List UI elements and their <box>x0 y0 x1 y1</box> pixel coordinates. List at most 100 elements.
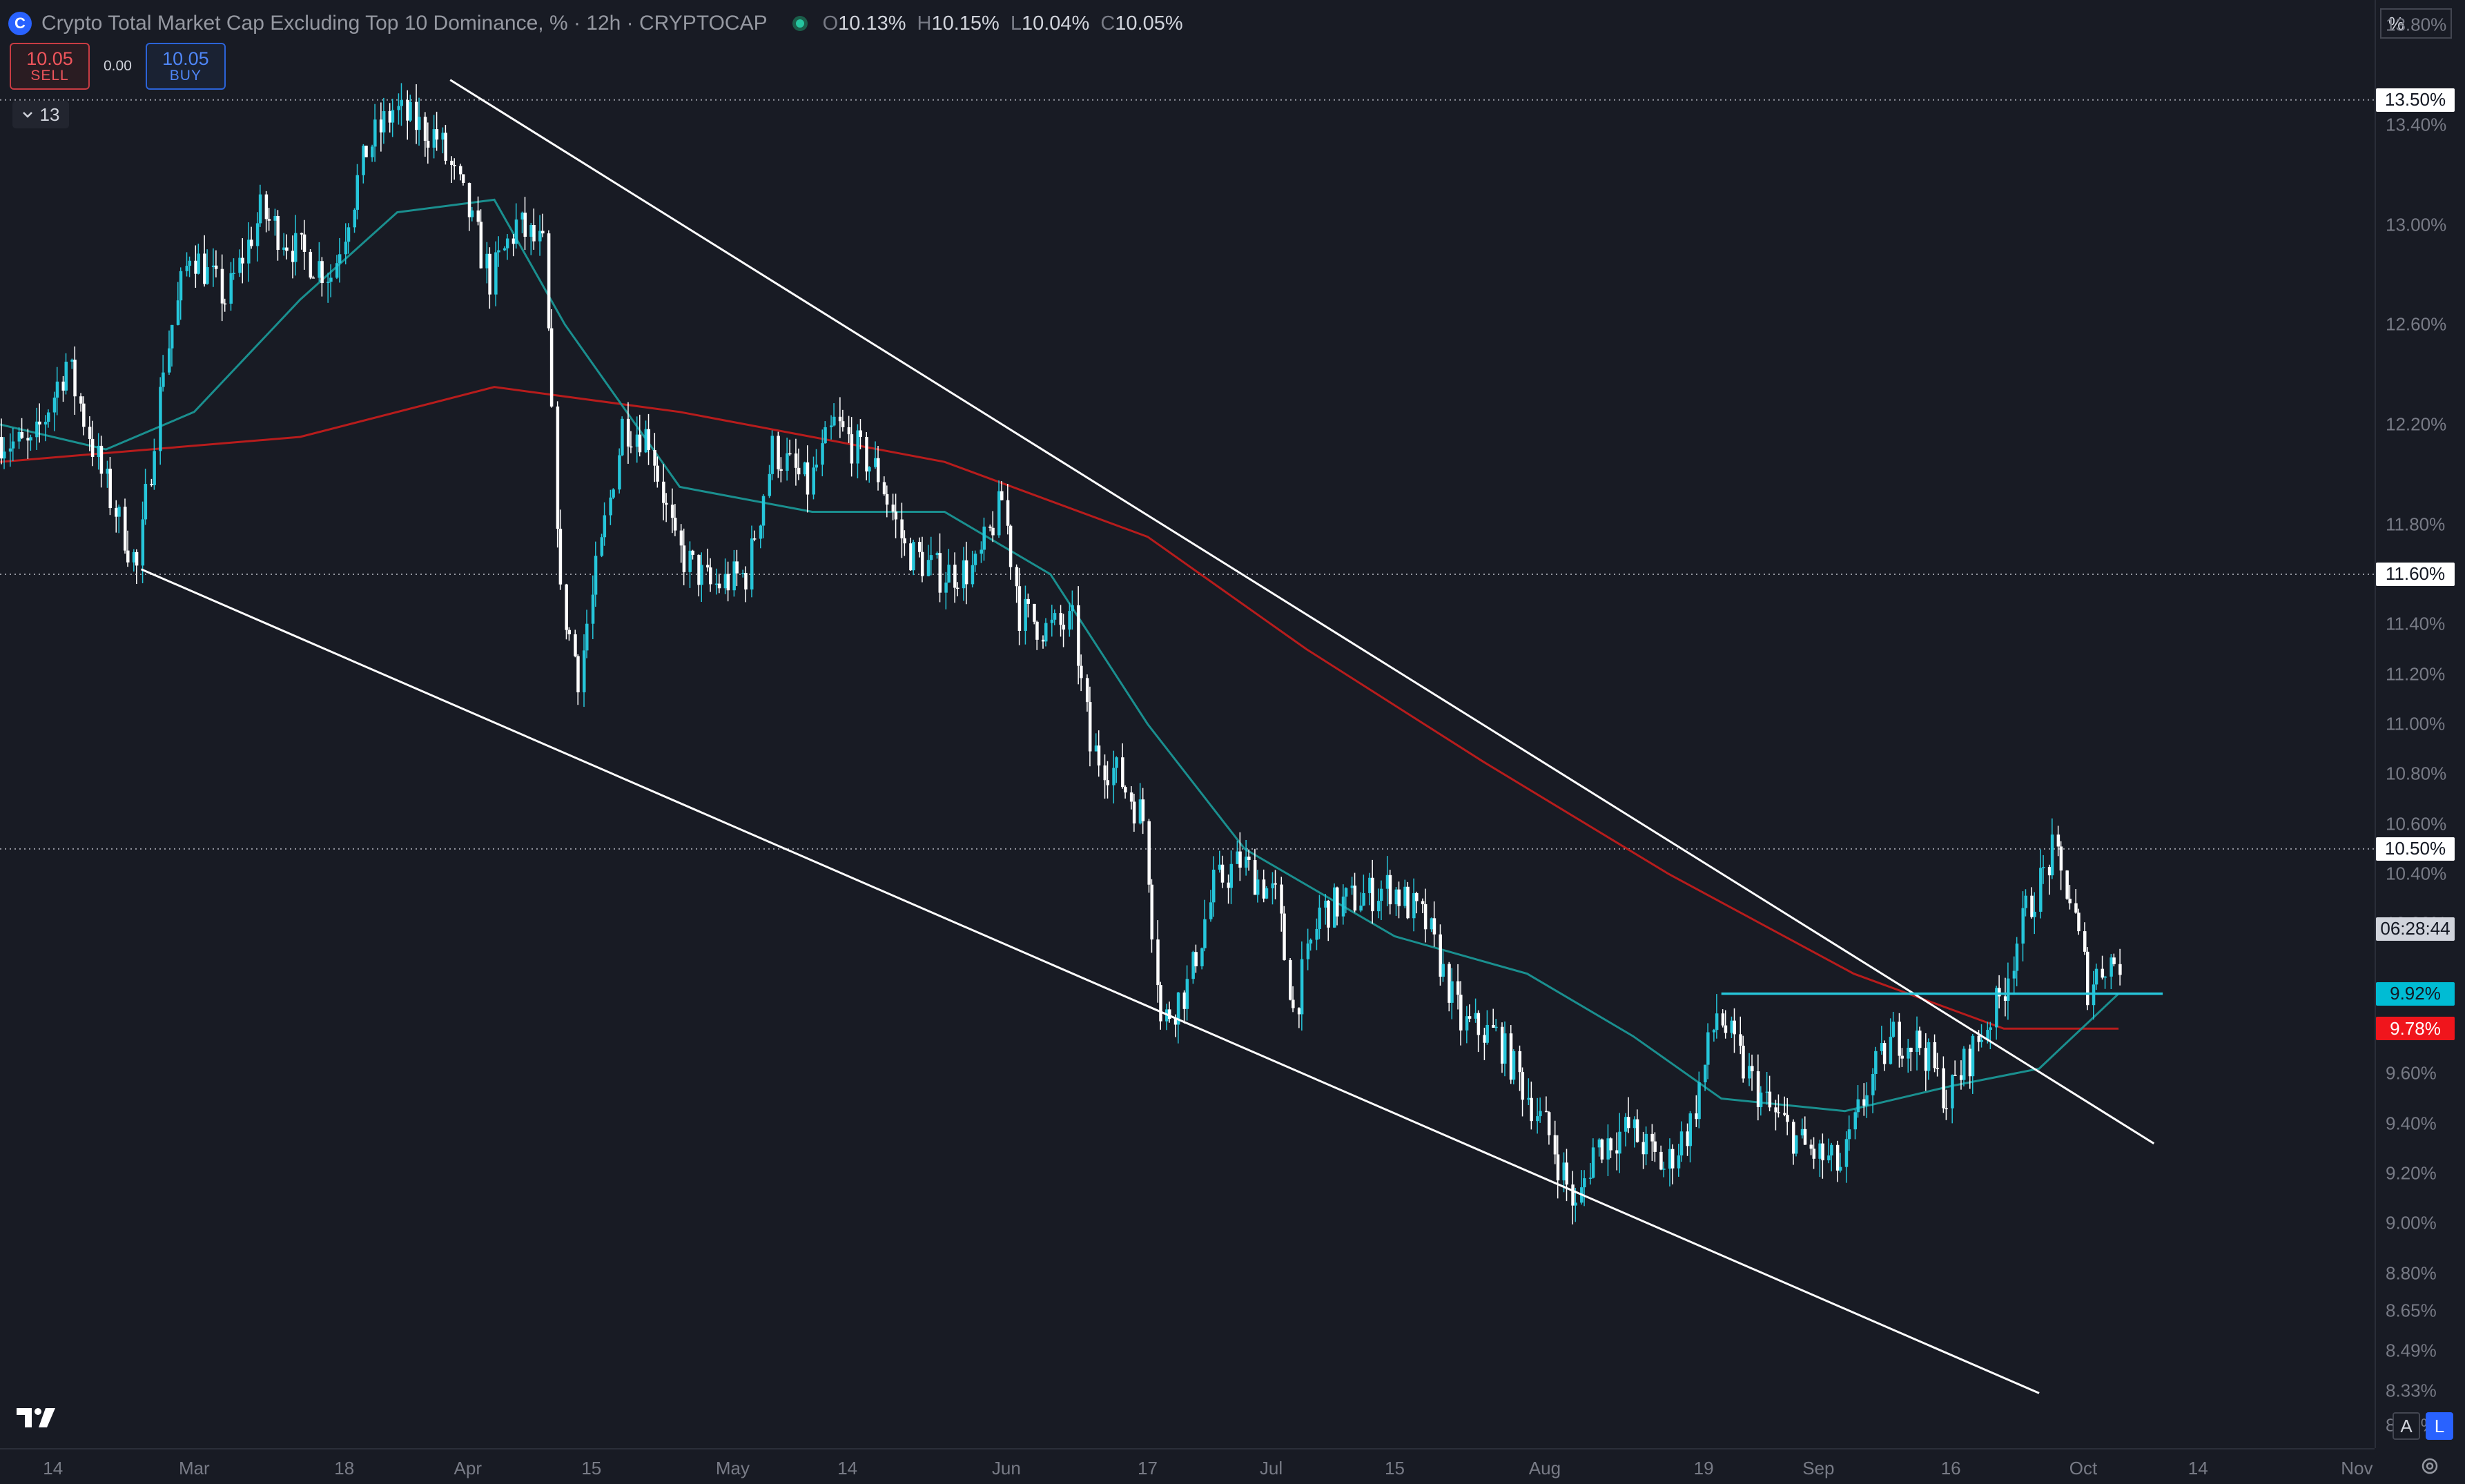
candle-body <box>229 273 233 304</box>
candle-body <box>1265 888 1269 899</box>
candle-body <box>726 574 730 591</box>
candle-body <box>1106 780 1110 785</box>
candle-body <box>432 129 436 148</box>
candle-body <box>1662 1169 1666 1170</box>
candle-body <box>574 634 577 656</box>
candle-body <box>1080 665 1083 678</box>
candle-body <box>2056 834 2060 847</box>
candle-body <box>1385 875 1390 889</box>
candle-body <box>1432 918 1436 935</box>
candle-body <box>1173 1019 1178 1025</box>
candle-body <box>52 398 57 413</box>
candle-body <box>2047 867 2052 876</box>
buy-button[interactable]: 10.05 BUY <box>145 43 226 90</box>
candle-body <box>88 427 92 439</box>
ma-slow-line <box>0 386 2119 1030</box>
candle-body <box>406 99 409 121</box>
candle-body <box>1968 1048 1972 1077</box>
candle-body <box>176 300 180 325</box>
candle-body <box>250 240 253 246</box>
candle-body <box>1739 1034 1742 1046</box>
candle-body <box>1406 886 1410 919</box>
price-chart[interactable] <box>0 0 2375 1448</box>
candle-body <box>1748 1066 1751 1079</box>
candle-body <box>1679 1131 1684 1155</box>
candle-body <box>1450 981 1454 1003</box>
price-label-level-3: 10.50% <box>2376 837 2455 861</box>
auto-scale-button[interactable]: A <box>2393 1412 2420 1440</box>
candle-body <box>1783 1113 1786 1115</box>
candle-body <box>847 427 851 435</box>
sell-price: 10.05 <box>26 48 73 69</box>
candle-body <box>618 455 621 490</box>
candle-body <box>17 431 21 442</box>
candle-body <box>232 273 235 274</box>
candle-body <box>450 160 454 166</box>
candle-body <box>1465 1016 1469 1031</box>
indicators-toggle-button[interactable]: 13 <box>12 101 69 128</box>
candle-body <box>1247 857 1251 860</box>
candle-body <box>1998 988 2001 997</box>
log-scale-button[interactable]: L <box>2426 1412 2453 1440</box>
price-tick-label: 12.60% <box>2386 313 2447 335</box>
candle-body <box>591 594 595 624</box>
candle-body <box>1112 768 1115 785</box>
candle-body <box>794 453 798 468</box>
trade-panel: 10.05 SELL 0.00 10.05 BUY <box>10 43 226 90</box>
ma-fast-line <box>0 198 2120 1113</box>
candle-body <box>1218 864 1222 870</box>
candle-body <box>1227 882 1231 888</box>
time-axis[interactable] <box>0 1448 2375 1484</box>
candle-body <box>609 497 612 516</box>
candle-body <box>1927 1042 1931 1071</box>
candle-body <box>415 101 418 130</box>
candle-body <box>353 209 357 228</box>
candle-body <box>1388 875 1392 905</box>
candle-body <box>1697 1082 1701 1120</box>
candle-body <box>1421 901 1425 904</box>
candle-body <box>830 425 833 427</box>
candle-body <box>300 233 304 235</box>
sell-button[interactable]: 10.05 SELL <box>10 43 90 90</box>
candle-body <box>26 438 30 441</box>
candle-body <box>600 537 604 556</box>
candle-body <box>1191 952 1195 979</box>
candle-body <box>276 215 280 251</box>
candle-body <box>761 496 766 526</box>
price-tick-label: 9.00% <box>2386 1212 2437 1233</box>
gear-icon[interactable] <box>2416 1452 2444 1480</box>
candle-body <box>309 251 313 278</box>
candle-body <box>144 484 148 520</box>
candle-body <box>673 518 677 531</box>
candle-body <box>38 421 41 424</box>
candle-body <box>1176 992 1180 1025</box>
candle-body <box>2083 931 2087 952</box>
market-status-icon[interactable] <box>792 16 808 31</box>
candle-body <box>2103 976 2107 978</box>
candle-body <box>1309 939 1313 944</box>
symbol-title[interactable]: Crypto Total Market Cap Excluding Top 10… <box>41 12 768 35</box>
candle-body <box>1618 1131 1621 1154</box>
candle-body <box>273 215 277 221</box>
candle-body <box>1659 1151 1663 1170</box>
candle-body <box>388 111 392 123</box>
candle-body <box>1503 1033 1507 1064</box>
ohlc-close: 10.05% <box>1115 12 1183 35</box>
candle-body <box>1945 1108 1948 1110</box>
candle-body <box>1211 869 1216 903</box>
candle-body <box>1353 886 1357 911</box>
scale-unit-select[interactable]: % <box>2380 8 2452 39</box>
channel-upper-trendline <box>449 79 2155 1144</box>
candle-body <box>1986 1030 1989 1040</box>
candle-body <box>206 267 209 284</box>
candle-body <box>179 271 183 301</box>
candle-body <box>1141 799 1145 821</box>
candle-body <box>1641 1142 1646 1155</box>
candle-body <box>1733 1020 1736 1035</box>
price-axis[interactable] <box>2375 0 2465 1448</box>
candle-body <box>565 584 568 630</box>
candle-body <box>1818 1143 1822 1159</box>
tradingview-logo-icon[interactable] <box>15 1405 59 1434</box>
candle-body <box>1574 1202 1577 1206</box>
